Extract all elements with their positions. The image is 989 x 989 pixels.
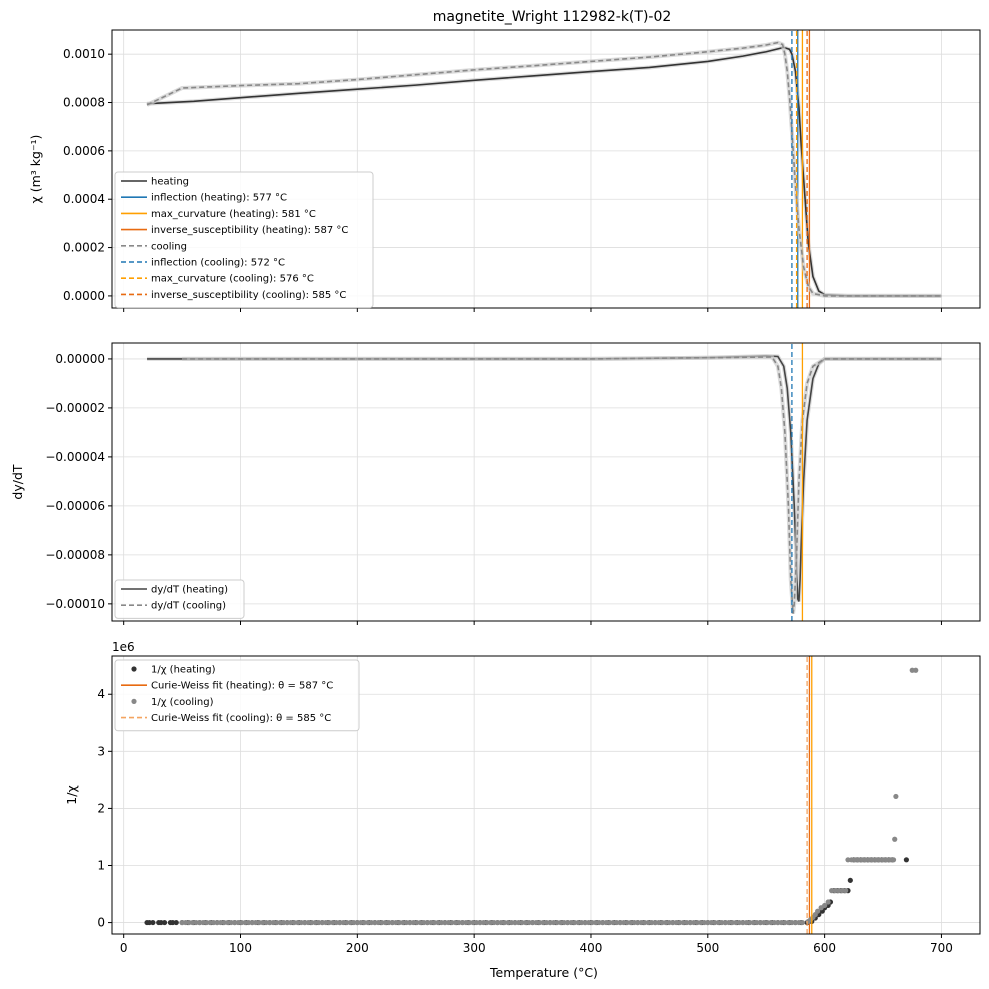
legend: dy/dT (heating) dy/dT (cooling) bbox=[114, 579, 245, 619]
x-tick-label: 300 bbox=[463, 941, 486, 955]
plot-area bbox=[144, 656, 919, 934]
y-tick-label: −0.00010 bbox=[45, 597, 105, 611]
data-point bbox=[892, 836, 898, 842]
inverse-chi-panel: 1e6 Temperature (°C) 0 100 200 300 400 500 600… bbox=[64, 640, 981, 980]
legend-item: Curie-Weiss fit (heating): θ = 587 °C bbox=[121, 681, 333, 692]
axes-frame bbox=[111, 29, 981, 309]
legend-label: 1/χ (cooling) bbox=[151, 697, 214, 708]
panel-3-offset-text: 1e6 bbox=[112, 640, 135, 654]
y-tick-label: −0.00002 bbox=[45, 401, 105, 415]
y-tick-label: 4 bbox=[97, 687, 105, 701]
x-tick-label: 400 bbox=[580, 941, 603, 955]
legend-item: 1/χ (heating) bbox=[131, 665, 216, 676]
axes-frame bbox=[111, 655, 981, 935]
y-tick-label: −0.00006 bbox=[45, 499, 105, 513]
legend-label: heating bbox=[151, 177, 189, 188]
y-tick-label: 0.0006 bbox=[63, 144, 105, 158]
panel-1-title: magnetite_Wright 112982-k(T)-02 bbox=[433, 9, 672, 25]
legend-label: max_curvature (cooling): 576 °C bbox=[151, 274, 314, 285]
data-point bbox=[903, 857, 910, 863]
data-point bbox=[146, 919, 152, 926]
y-tick-label: 0.00000 bbox=[55, 352, 105, 366]
legend: 1/χ (heating) Curie-Weiss fit (heating): … bbox=[114, 659, 360, 732]
legend-item: 1/χ (cooling) bbox=[131, 697, 214, 708]
x-tick-label: 0 bbox=[120, 941, 128, 955]
legend-item: heating bbox=[121, 177, 189, 188]
plot-area bbox=[147, 343, 942, 621]
data-point bbox=[170, 919, 176, 926]
panel-2-series-1-line bbox=[182, 356, 942, 614]
y-axis-label: χ (m³ kg⁻¹) bbox=[28, 135, 43, 204]
panel-1-series-0-line bbox=[147, 46, 942, 297]
x-tick-label: 200 bbox=[346, 941, 369, 955]
legend-item: inflection (cooling): 572 °C bbox=[121, 258, 285, 269]
x-tick-label: 100 bbox=[229, 941, 252, 955]
panel-1-series-4-line bbox=[146, 41, 942, 297]
legend: heating inflection (heating): 577 °C max_c… bbox=[114, 171, 374, 309]
legend-label: inverse_susceptibility (heating): 587 °C bbox=[151, 225, 348, 236]
data-point bbox=[815, 908, 821, 914]
legend-label: dy/dT (heating) bbox=[151, 585, 228, 596]
legend-label: cooling bbox=[151, 241, 187, 252]
legend-label: Curie-Weiss fit (cooling): θ = 585 °C bbox=[151, 713, 331, 724]
data-point bbox=[913, 667, 919, 673]
data-point bbox=[893, 793, 899, 800]
data-point bbox=[847, 877, 853, 883]
x-tick-label: 500 bbox=[696, 941, 719, 955]
legend-label: max_curvature (heating): 581 °C bbox=[151, 209, 316, 220]
legend-label: 1/χ (heating) bbox=[151, 665, 216, 676]
x-tick-label: 700 bbox=[930, 941, 953, 955]
data-point bbox=[158, 919, 164, 926]
y-tick-label: 0.0010 bbox=[63, 47, 105, 61]
legend-label: Curie-Weiss fit (heating): θ = 587 °C bbox=[151, 681, 333, 692]
data-point bbox=[825, 899, 831, 905]
legend-label: dy/dT (cooling) bbox=[151, 601, 226, 612]
legend-label: inflection (cooling): 572 °C bbox=[151, 258, 285, 269]
legend-item: inverse_susceptibility (cooling): 585 °C bbox=[121, 290, 346, 301]
legend-item: dy/dT (cooling) bbox=[121, 601, 226, 612]
legend-label: inverse_susceptibility (cooling): 585 °C bbox=[151, 290, 346, 301]
legend-marker bbox=[131, 666, 137, 672]
plot-area bbox=[146, 30, 942, 308]
legend-item: inverse_susceptibility (heating): 587 °C bbox=[121, 225, 348, 236]
legend-label: inflection (heating): 577 °C bbox=[151, 193, 287, 204]
derivative-panel: 0.00000 −0.00002 −0.00004 −0.00006 −0.00008 −… bbox=[10, 342, 981, 625]
y-tick-label: −0.00004 bbox=[45, 450, 105, 464]
panel-3-series-2-points bbox=[179, 667, 919, 926]
legend-item: cooling bbox=[121, 241, 187, 252]
legend-marker bbox=[131, 698, 137, 705]
y-tick-label: 2 bbox=[97, 801, 105, 815]
legend-item: max_curvature (heating): 581 °C bbox=[121, 209, 316, 220]
y-tick-label: 1 bbox=[97, 858, 105, 872]
x-tick-label: 600 bbox=[813, 941, 836, 955]
y-axis-label: dy/dT bbox=[10, 464, 25, 499]
legend-item: Curie-Weiss fit (cooling): θ = 585 °C bbox=[121, 713, 331, 724]
y-tick-label: 0.0008 bbox=[63, 96, 105, 110]
chi-vs-temperature-panel: magnetite_Wright 112982-k(T)-02 0.0000 0.… bbox=[28, 9, 981, 312]
data-point bbox=[843, 888, 849, 894]
y-tick-label: −0.00008 bbox=[45, 548, 105, 562]
y-tick-label: 0.0000 bbox=[63, 289, 105, 303]
y-tick-label: 0 bbox=[97, 916, 105, 930]
legend-item: inflection (heating): 577 °C bbox=[121, 193, 287, 204]
y-tick-label: 0.0002 bbox=[63, 241, 105, 255]
data-point bbox=[799, 919, 806, 926]
axes-frame bbox=[111, 342, 981, 622]
y-axis-label: 1/χ bbox=[64, 785, 79, 804]
panel-3-x-axis-label: Temperature (°C) bbox=[489, 965, 598, 980]
data-point bbox=[890, 857, 897, 863]
y-tick-label: 0.0004 bbox=[63, 192, 105, 206]
legend-item: max_curvature (cooling): 576 °C bbox=[121, 274, 314, 285]
y-tick-label: 3 bbox=[97, 744, 105, 758]
legend-item: dy/dT (heating) bbox=[121, 585, 228, 596]
data-point bbox=[822, 902, 828, 909]
